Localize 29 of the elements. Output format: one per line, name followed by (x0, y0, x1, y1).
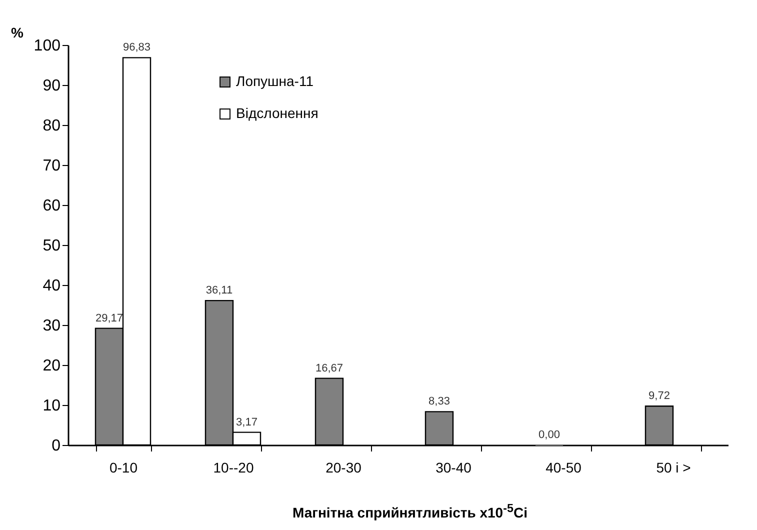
y-tick-label: 90 (42, 78, 61, 94)
y-tick-label: 40 (42, 278, 61, 294)
y-tick-label: 50 (42, 238, 61, 254)
data-label: 16,67 (315, 362, 344, 374)
x-tick-label: 40-50 (546, 460, 582, 476)
x-axis-title: Магнітна сприйнятливість x10$^{-5}$Ci (292, 502, 528, 521)
y-tick-label: 0 (52, 438, 61, 454)
x-tick-label: 20-30 (326, 460, 362, 476)
y-tick-label: 70 (42, 158, 61, 174)
y-tick-label: 30 (42, 318, 61, 334)
data-label: 3,17 (236, 416, 258, 428)
data-label: 9,72 (648, 390, 670, 402)
y-tick-label: 60 (42, 198, 61, 214)
data-label: 8,33 (428, 396, 450, 408)
data-label: 36,11 (206, 284, 233, 297)
y-tick-label: 10 (42, 398, 61, 414)
x-tick-label: 0-10 (109, 460, 138, 476)
x-tick-label: 30-40 (436, 460, 472, 476)
y-tick-label: 80 (42, 118, 61, 134)
data-label: 96,83 (122, 42, 151, 54)
x-tick-label: 10--20 (213, 460, 254, 476)
y-axis-title: % (11, 24, 24, 40)
data-label: 0,00 (538, 429, 560, 441)
x-tick-label: 50 і > (656, 460, 691, 476)
data-label: 29,17 (95, 312, 124, 324)
y-tick-label: 100 (34, 38, 61, 54)
y-tick-label: 20 (42, 358, 61, 374)
legend-label: Лопушна-11 (236, 73, 314, 89)
legend-label: Відслонення (236, 105, 318, 121)
